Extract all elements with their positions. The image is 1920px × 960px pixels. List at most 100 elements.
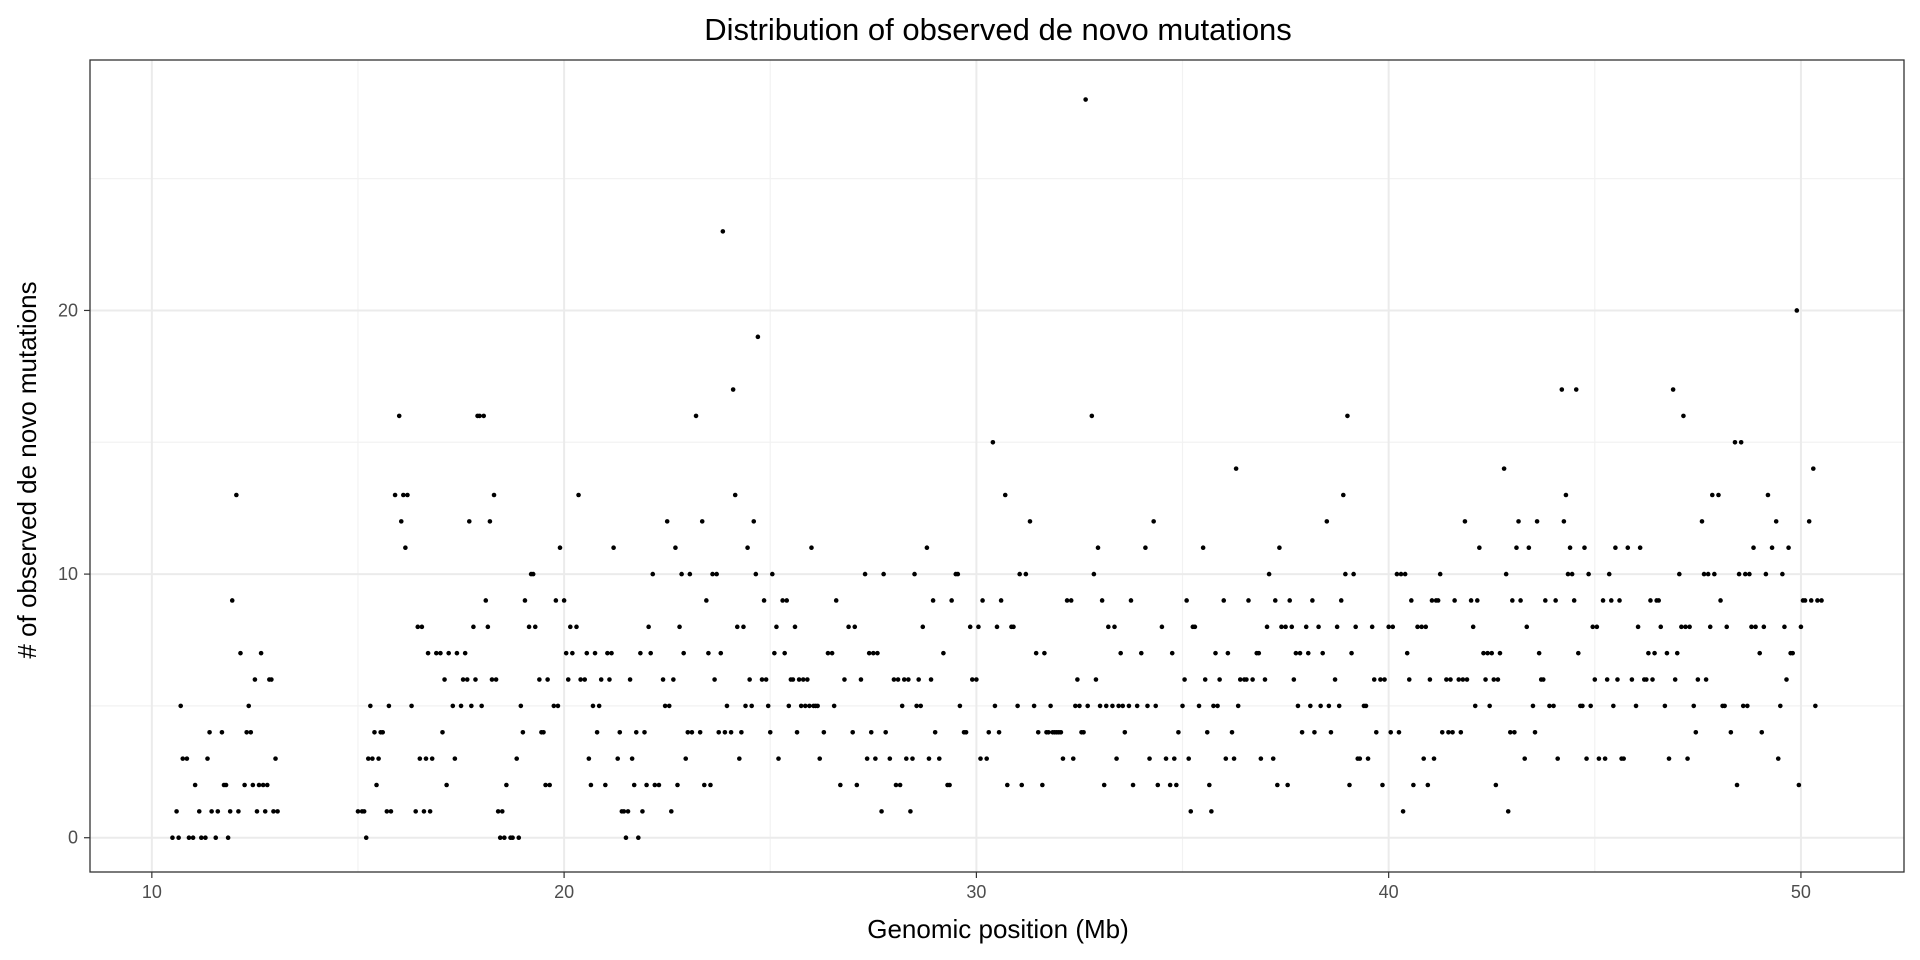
data-point	[1233, 466, 1239, 471]
data-point	[926, 756, 932, 761]
data-point	[417, 756, 423, 761]
data-point	[598, 677, 604, 682]
data-point	[1518, 598, 1523, 603]
data-point	[481, 413, 487, 419]
data-point	[1058, 729, 1064, 735]
data-point	[1349, 650, 1354, 656]
data-point	[1060, 756, 1066, 761]
data-point	[949, 598, 954, 603]
data-point	[617, 729, 623, 735]
data-point	[759, 677, 765, 682]
data-point	[1169, 650, 1175, 656]
data-point	[273, 756, 278, 761]
data-point	[1592, 677, 1598, 682]
data-point	[1431, 756, 1437, 761]
data-point	[1048, 703, 1053, 709]
data-point	[1808, 598, 1814, 603]
data-point	[415, 624, 421, 630]
data-point	[772, 650, 777, 656]
data-point	[444, 782, 449, 788]
data-point	[747, 677, 752, 682]
data-point	[1211, 703, 1216, 709]
data-point	[1474, 598, 1480, 603]
data-point	[1215, 703, 1220, 709]
data-point	[361, 809, 367, 814]
data-point	[1229, 729, 1235, 735]
data-point	[372, 729, 377, 735]
data-point	[250, 782, 256, 788]
data-point	[565, 677, 571, 682]
data-point	[1023, 571, 1029, 577]
data-point	[862, 571, 868, 577]
data-point	[1382, 677, 1387, 682]
data-point	[677, 624, 682, 630]
data-point	[440, 729, 445, 735]
data-point	[784, 598, 790, 603]
data-point	[603, 782, 608, 788]
data-point	[809, 545, 814, 551]
data-point	[850, 729, 856, 735]
data-point	[1505, 809, 1511, 814]
data-point	[1171, 756, 1177, 761]
data-point	[557, 545, 563, 551]
data-point	[1778, 703, 1783, 709]
data-point	[1064, 598, 1070, 603]
data-point	[699, 519, 705, 524]
data-point	[464, 677, 470, 682]
data-point	[401, 492, 406, 498]
data-point	[745, 545, 750, 551]
data-point	[1167, 782, 1173, 788]
data-point	[916, 677, 921, 682]
data-point	[767, 729, 773, 735]
data-point	[229, 598, 235, 603]
data-point	[495, 809, 501, 814]
data-point	[176, 835, 181, 841]
data-point	[225, 835, 231, 841]
data-point	[1429, 598, 1435, 603]
data-point	[1176, 729, 1181, 735]
data-point	[751, 519, 757, 524]
data-point	[1798, 624, 1804, 630]
data-point	[1138, 650, 1144, 656]
data-point	[203, 835, 208, 841]
data-point	[1369, 624, 1375, 630]
data-point	[1174, 782, 1179, 788]
data-point	[638, 650, 643, 656]
data-point	[1371, 677, 1377, 682]
data-point	[1749, 624, 1754, 630]
data-point	[1745, 703, 1750, 709]
data-point	[1481, 650, 1486, 656]
data-point	[405, 492, 410, 498]
data-point	[427, 809, 433, 814]
data-point	[1769, 545, 1775, 551]
data-point	[1328, 729, 1334, 735]
data-point	[1207, 782, 1212, 788]
data-point	[1404, 650, 1410, 656]
data-point	[493, 677, 499, 682]
data-point	[627, 677, 633, 682]
data-point	[660, 677, 666, 682]
x-tick-label: 30	[966, 882, 986, 902]
data-point	[227, 809, 233, 814]
data-point	[1163, 756, 1169, 761]
data-point	[693, 413, 699, 419]
data-point	[697, 729, 703, 735]
data-point	[429, 756, 435, 761]
data-point	[1237, 677, 1243, 682]
data-point	[1724, 624, 1730, 630]
data-point	[1608, 598, 1614, 603]
data-point	[1291, 677, 1297, 682]
data-point	[419, 624, 425, 630]
data-point	[875, 650, 880, 656]
data-point	[586, 756, 592, 761]
data-point	[1716, 492, 1721, 498]
data-point	[1303, 624, 1309, 630]
data-point	[1235, 703, 1241, 709]
data-point	[854, 782, 860, 788]
data-point	[883, 729, 888, 735]
data-point	[1305, 650, 1311, 656]
data-point	[908, 809, 913, 814]
panel-border	[89, 59, 1905, 873]
data-point	[1629, 677, 1635, 682]
data-point	[1707, 624, 1713, 630]
